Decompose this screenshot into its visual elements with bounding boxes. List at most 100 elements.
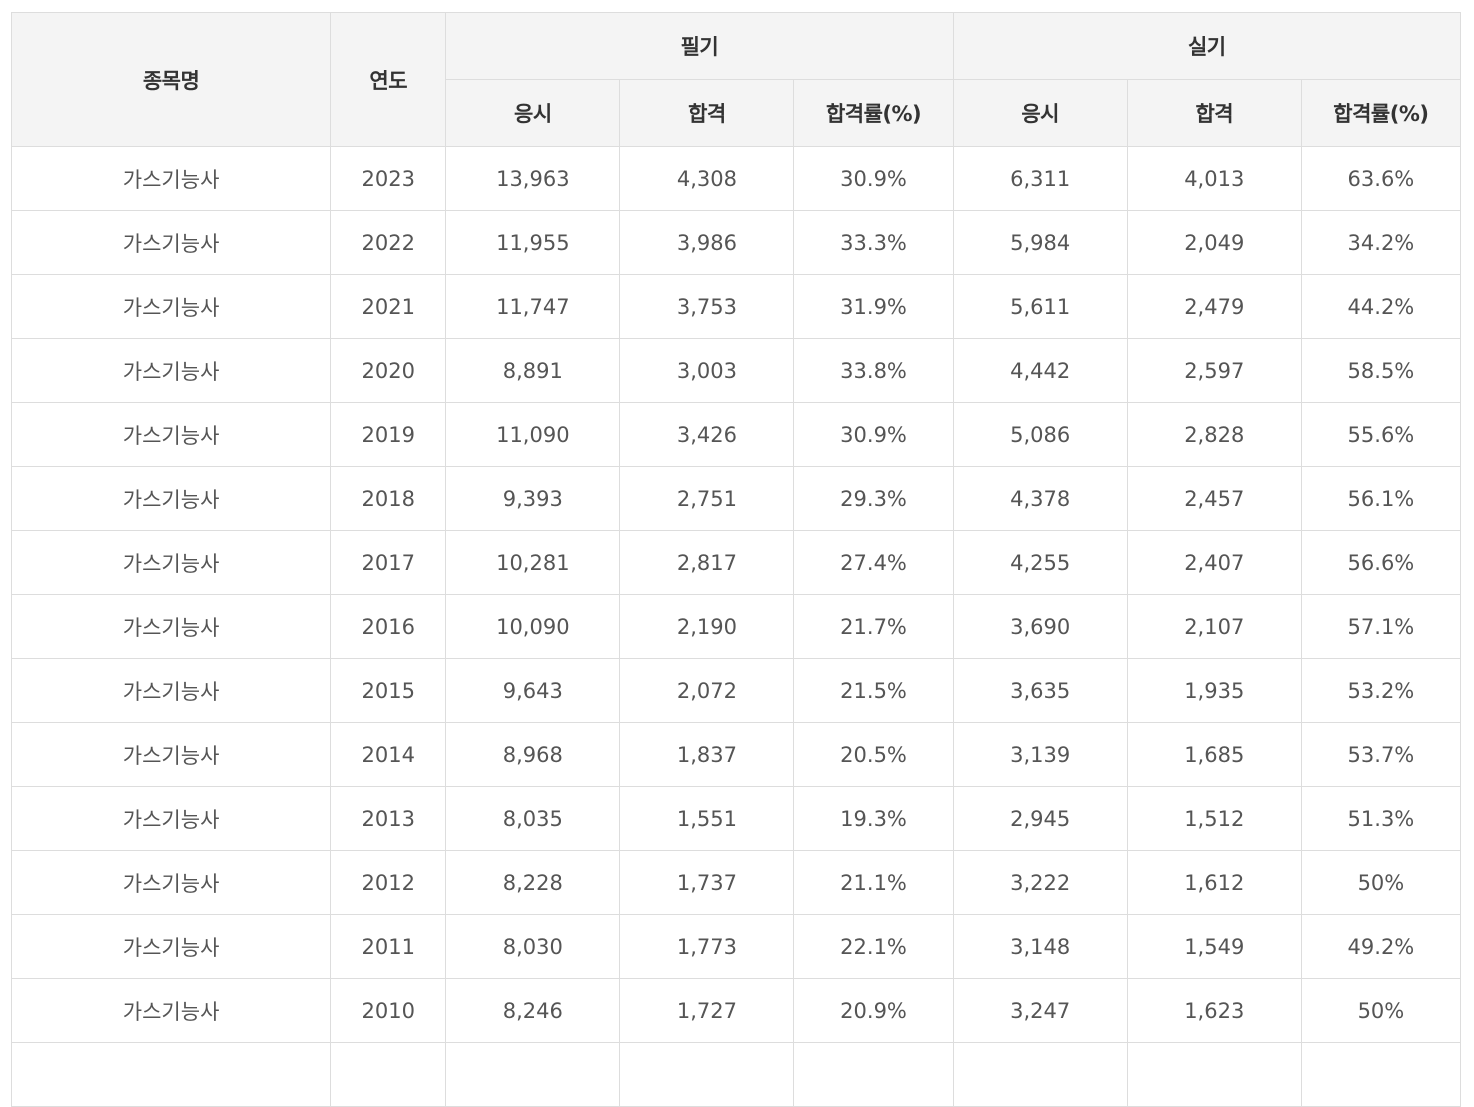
cell-practical-pass: 1,512 [1126, 786, 1302, 851]
table-row: 가스기능사 2014 8,968 1,837 20.5% 3,139 1,685 53.7% [10, 722, 1462, 787]
cell-name: 가스기능사 [10, 914, 332, 979]
cell-written-rate [793, 1042, 954, 1107]
cell-practical-apply [952, 1042, 1128, 1107]
header-practical-pass: 합격 [1126, 79, 1302, 147]
cell-practical-apply: 3,690 [952, 594, 1128, 659]
header-written-pass: 합격 [619, 79, 795, 147]
cell-written-pass: 3,426 [619, 402, 795, 467]
cell-written-apply: 8,891 [445, 338, 621, 403]
cell-practical-rate: 63.6% [1300, 146, 1462, 211]
cell-practical-pass: 2,457 [1126, 466, 1302, 531]
table-body: 가스기능사 2023 13,963 4,308 30.9% 6,311 4,013 63.6%… [10, 146, 1462, 1107]
cell-written-pass: 1,737 [619, 850, 795, 915]
cell-written-rate: 20.5% [793, 722, 954, 787]
cell-year: 2022 [330, 210, 447, 275]
table-row: 가스기능사 2016 10,090 2,190 21.7% 3,690 2,107 57.1% [10, 594, 1462, 659]
cell-practical-rate [1300, 1042, 1462, 1107]
cell-name: 가스기능사 [10, 850, 332, 915]
cell-year: 2016 [330, 594, 447, 659]
cell-practical-pass: 2,107 [1126, 594, 1302, 659]
cell-written-pass: 3,753 [619, 274, 795, 339]
cell-practical-apply: 5,984 [952, 210, 1128, 275]
cell-year: 2012 [330, 850, 447, 915]
header-written-rate: 합격률(%) [793, 79, 954, 147]
cell-practical-pass: 2,049 [1126, 210, 1302, 275]
header-name: 종목명 [10, 12, 332, 147]
cell-practical-rate: 53.7% [1300, 722, 1462, 787]
cell-written-pass: 3,986 [619, 210, 795, 275]
cell-year: 2015 [330, 658, 447, 723]
cell-written-apply: 11,747 [445, 274, 621, 339]
pass-rate-table: 종목명 연도 필기 실기 응시 합격 합격률(%) 응시 합격 합격률(%) 가… [10, 12, 1462, 1107]
cell-name: 가스기능사 [10, 658, 332, 723]
cell-written-rate: 30.9% [793, 402, 954, 467]
cell-year: 2011 [330, 914, 447, 979]
cell-practical-apply: 5,611 [952, 274, 1128, 339]
cell-year: 2018 [330, 466, 447, 531]
cell-written-rate: 27.4% [793, 530, 954, 595]
cell-practical-rate: 53.2% [1300, 658, 1462, 723]
cell-practical-pass: 1,623 [1126, 978, 1302, 1043]
header-practical: 실기 [952, 12, 1462, 80]
cell-practical-apply: 6,311 [952, 146, 1128, 211]
cell-practical-rate: 56.1% [1300, 466, 1462, 531]
cell-practical-apply: 2,945 [952, 786, 1128, 851]
cell-written-rate: 31.9% [793, 274, 954, 339]
cell-practical-rate: 50% [1300, 850, 1462, 915]
cell-name: 가스기능사 [10, 594, 332, 659]
cell-practical-rate: 57.1% [1300, 594, 1462, 659]
cell-practical-pass: 4,013 [1126, 146, 1302, 211]
cell-written-rate: 22.1% [793, 914, 954, 979]
cell-practical-apply: 4,442 [952, 338, 1128, 403]
cell-name [10, 1042, 332, 1107]
cell-year: 2013 [330, 786, 447, 851]
cell-practical-pass: 2,407 [1126, 530, 1302, 595]
table-row: 가스기능사 2019 11,090 3,426 30.9% 5,086 2,828 55.6% [10, 402, 1462, 467]
cell-name: 가스기능사 [10, 978, 332, 1043]
cell-name: 가스기능사 [10, 722, 332, 787]
cell-practical-pass: 2,828 [1126, 402, 1302, 467]
cell-practical-pass: 2,597 [1126, 338, 1302, 403]
cell-written-pass: 4,308 [619, 146, 795, 211]
cell-written-apply: 8,968 [445, 722, 621, 787]
header-year: 연도 [330, 12, 447, 147]
cell-written-apply: 9,643 [445, 658, 621, 723]
cell-written-apply: 13,963 [445, 146, 621, 211]
table-row: 가스기능사 2015 9,643 2,072 21.5% 3,635 1,935 53.2% [10, 658, 1462, 723]
cell-practical-rate: 55.6% [1300, 402, 1462, 467]
cell-practical-pass: 2,479 [1126, 274, 1302, 339]
table-row: 가스기능사 2013 8,035 1,551 19.3% 2,945 1,512 51.3% [10, 786, 1462, 851]
cell-written-rate: 33.3% [793, 210, 954, 275]
cell-written-pass: 3,003 [619, 338, 795, 403]
cell-name: 가스기능사 [10, 210, 332, 275]
table-row: 가스기능사 2018 9,393 2,751 29.3% 4,378 2,457 56.1% [10, 466, 1462, 531]
cell-practical-pass [1126, 1042, 1302, 1107]
cell-year: 2021 [330, 274, 447, 339]
cell-written-pass: 1,837 [619, 722, 795, 787]
header-row-top: 종목명 연도 필기 실기 [10, 12, 1462, 147]
table-row: 가스기능사 2010 8,246 1,727 20.9% 3,247 1,623 50% [10, 978, 1462, 1043]
table-row: 가스기능사 2020 8,891 3,003 33.8% 4,442 2,597 58.5% [10, 338, 1462, 403]
cell-practical-rate: 58.5% [1300, 338, 1462, 403]
cell-written-apply: 11,090 [445, 402, 621, 467]
header-practical-rate: 합격률(%) [1300, 79, 1462, 147]
cell-name: 가스기능사 [10, 338, 332, 403]
cell-practical-rate: 50% [1300, 978, 1462, 1043]
table-row: 가스기능사 2022 11,955 3,986 33.3% 5,984 2,049 34.2% [10, 210, 1462, 275]
cell-practical-pass: 1,685 [1126, 722, 1302, 787]
table-row [10, 1042, 1462, 1107]
cell-written-rate: 20.9% [793, 978, 954, 1043]
header-row-sub: 응시 합격 합격률(%) 응시 합격 합격률(%) [12, 79, 1462, 147]
cell-written-pass: 1,727 [619, 978, 795, 1043]
cell-practical-pass: 1,935 [1126, 658, 1302, 723]
cell-name: 가스기능사 [10, 274, 332, 339]
cell-practical-apply: 4,255 [952, 530, 1128, 595]
cell-written-rate: 21.7% [793, 594, 954, 659]
cell-written-rate: 21.1% [793, 850, 954, 915]
cell-written-rate: 30.9% [793, 146, 954, 211]
cell-name: 가스기능사 [10, 786, 332, 851]
cell-written-apply: 8,228 [445, 850, 621, 915]
cell-practical-apply: 3,222 [952, 850, 1128, 915]
cell-practical-apply: 4,378 [952, 466, 1128, 531]
table-header: 종목명 연도 필기 실기 응시 합격 합격률(%) 응시 합격 합격률(%) [10, 12, 1462, 147]
